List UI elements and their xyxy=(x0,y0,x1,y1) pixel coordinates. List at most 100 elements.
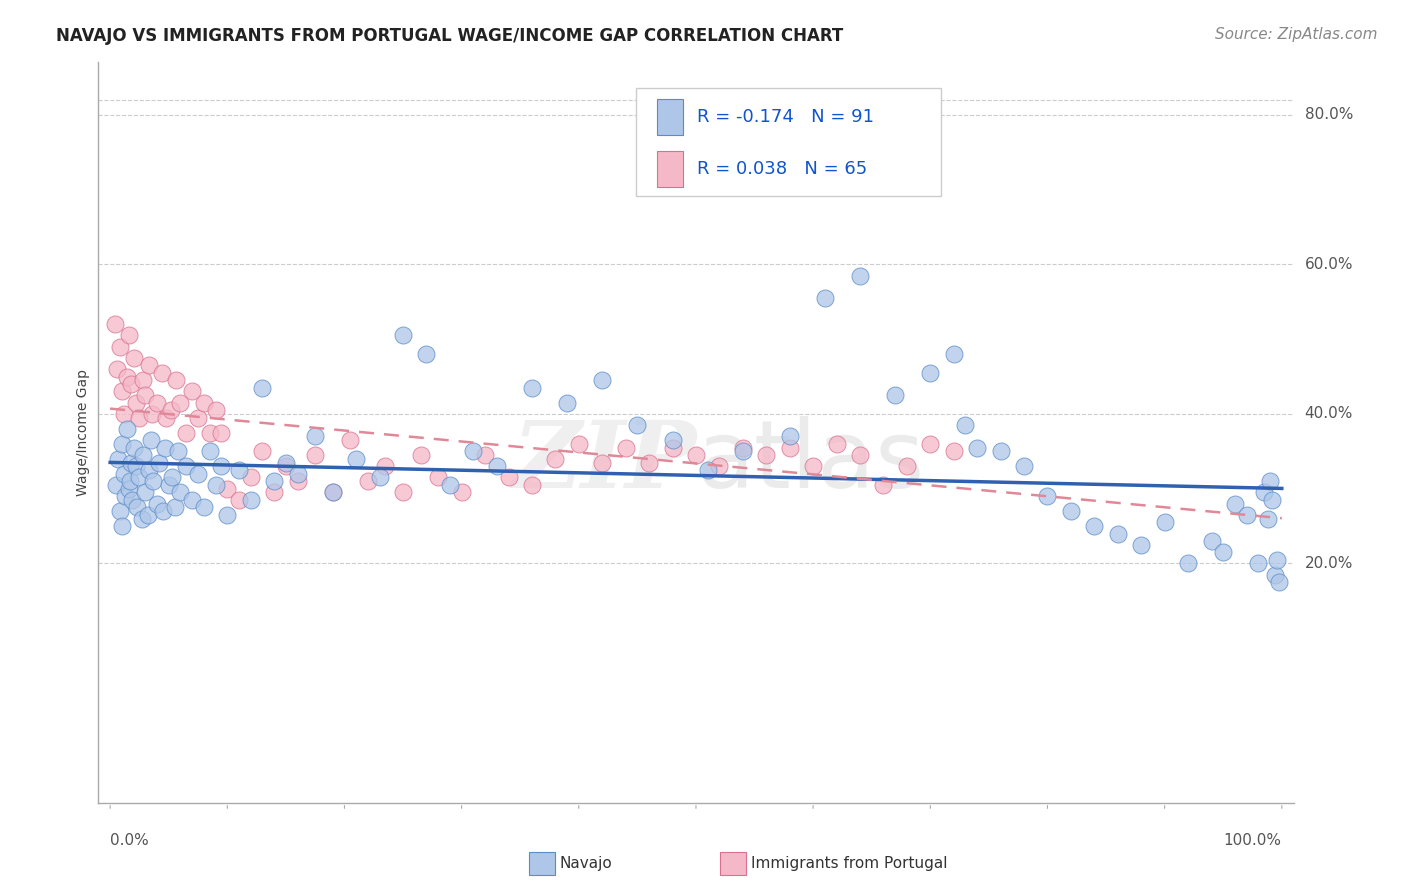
Point xyxy=(112,407,135,421)
Point xyxy=(322,485,344,500)
Point xyxy=(368,470,391,484)
Point xyxy=(1258,474,1281,488)
Point xyxy=(450,485,472,500)
Point xyxy=(966,441,988,455)
Point xyxy=(1257,511,1279,525)
Point xyxy=(1223,497,1246,511)
Point xyxy=(167,444,190,458)
Point xyxy=(134,485,156,500)
Point xyxy=(344,451,367,466)
Text: 60.0%: 60.0% xyxy=(1305,257,1353,272)
Point xyxy=(132,373,155,387)
Text: Navajo: Navajo xyxy=(560,856,613,871)
Point xyxy=(174,425,197,440)
Point xyxy=(884,388,907,402)
Point xyxy=(1012,459,1035,474)
Point xyxy=(157,478,180,492)
Text: R = 0.038   N = 65: R = 0.038 N = 65 xyxy=(697,160,868,178)
Text: 80.0%: 80.0% xyxy=(1305,107,1353,122)
Point xyxy=(614,441,637,455)
Point xyxy=(626,418,648,433)
Point xyxy=(239,492,262,507)
Point xyxy=(274,459,297,474)
Point xyxy=(849,268,872,283)
Point xyxy=(1268,575,1291,590)
Point xyxy=(661,441,683,455)
FancyBboxPatch shape xyxy=(720,853,747,875)
Text: 100.0%: 100.0% xyxy=(1223,833,1282,848)
Y-axis label: Wage/Income Gap: Wage/Income Gap xyxy=(76,369,90,496)
Point xyxy=(114,489,136,503)
Point xyxy=(661,433,683,447)
Text: Source: ZipAtlas.com: Source: ZipAtlas.com xyxy=(1215,27,1378,42)
Point xyxy=(304,448,326,462)
Point xyxy=(141,433,163,447)
Text: ZIP: ZIP xyxy=(512,417,696,508)
Point xyxy=(485,459,508,474)
Point xyxy=(105,362,128,376)
Point xyxy=(287,474,309,488)
Point xyxy=(193,395,215,409)
Point xyxy=(138,359,160,373)
Point xyxy=(198,425,221,440)
Point xyxy=(779,441,801,455)
Point xyxy=(150,366,173,380)
Point xyxy=(142,474,165,488)
Point xyxy=(591,456,613,470)
Point xyxy=(1264,567,1286,582)
Point xyxy=(263,485,285,500)
Point xyxy=(942,444,965,458)
Point xyxy=(287,467,309,481)
Text: R = -0.174   N = 91: R = -0.174 N = 91 xyxy=(697,108,875,127)
Point xyxy=(555,395,578,409)
Point xyxy=(131,511,153,525)
Point xyxy=(193,500,215,515)
Point xyxy=(709,459,731,474)
Point xyxy=(1236,508,1258,522)
Point xyxy=(125,395,148,409)
FancyBboxPatch shape xyxy=(637,88,941,195)
Point xyxy=(120,377,142,392)
Point xyxy=(463,444,485,458)
Point xyxy=(228,492,250,507)
Point xyxy=(121,492,143,507)
Point xyxy=(801,459,824,474)
Point xyxy=(498,470,520,484)
Point xyxy=(169,395,191,409)
Point xyxy=(696,463,718,477)
Point xyxy=(181,492,204,507)
Point xyxy=(252,381,274,395)
Point xyxy=(392,485,415,500)
Point xyxy=(128,410,150,425)
Point xyxy=(755,448,778,462)
Point xyxy=(942,347,965,361)
Point xyxy=(920,437,942,451)
FancyBboxPatch shape xyxy=(529,853,555,875)
Point xyxy=(252,444,274,458)
Text: 40.0%: 40.0% xyxy=(1305,407,1353,421)
Point xyxy=(187,467,209,481)
Text: 20.0%: 20.0% xyxy=(1305,556,1353,571)
Point xyxy=(128,470,150,484)
Point xyxy=(125,459,148,474)
Point xyxy=(374,459,396,474)
Point xyxy=(204,403,226,417)
Point xyxy=(181,384,204,399)
Point xyxy=(849,448,872,462)
Point xyxy=(1253,485,1275,500)
Point xyxy=(896,459,918,474)
Point xyxy=(304,429,326,443)
Point xyxy=(1130,538,1153,552)
Point xyxy=(591,373,613,387)
Point xyxy=(1036,489,1059,503)
Point xyxy=(146,395,169,409)
Text: atlas: atlas xyxy=(696,417,924,508)
Point xyxy=(263,474,285,488)
Point xyxy=(169,485,191,500)
Point xyxy=(198,444,221,458)
Point xyxy=(217,508,239,522)
Point xyxy=(544,451,567,466)
Point xyxy=(779,429,801,443)
Point xyxy=(415,347,437,361)
Point xyxy=(160,403,183,417)
